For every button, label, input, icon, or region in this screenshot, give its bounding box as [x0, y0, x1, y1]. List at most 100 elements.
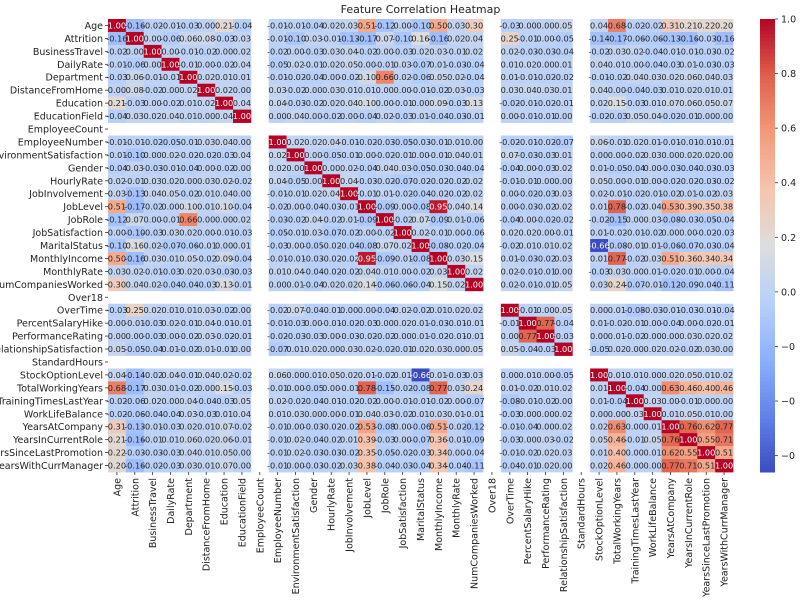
heatmap-cell: [411, 174, 430, 188]
heatmap-cell: [322, 213, 341, 227]
cell-annotation: 0.20: [108, 461, 126, 471]
heatmap-cell: [429, 187, 448, 201]
heatmap-cell: [358, 420, 377, 434]
heatmap-cell: [215, 446, 234, 460]
cell-annotation: 0.30: [108, 279, 126, 289]
cell-annotation: 0.00: [108, 228, 126, 238]
heatmap-cell: [393, 70, 412, 85]
cell-annotation: -0.08: [660, 215, 681, 225]
heatmap-cell: [375, 109, 395, 123]
cell-annotation: 0.01: [554, 59, 572, 69]
cell-annotation: 0.01: [161, 305, 179, 315]
cell-annotation: -0.03: [553, 331, 574, 341]
heatmap-cell: [286, 368, 305, 382]
cell-annotation: -0.14: [124, 370, 145, 380]
heatmap-cell: [465, 161, 484, 175]
heatmap-cell: [554, 381, 573, 395]
cell-annotation: 0.00: [161, 46, 179, 56]
cell-annotation: -0.06: [642, 33, 663, 43]
cell-annotation: -0.06: [410, 72, 431, 82]
heatmap-cell: [590, 420, 609, 434]
cell-annotation: 0.02: [608, 344, 626, 354]
cell-annotation: -0.02: [428, 85, 449, 95]
cell-annotation: -0.01: [553, 228, 574, 238]
cell-annotation: -0.09: [463, 435, 484, 445]
heatmap-cell: [143, 446, 162, 460]
cell-annotation: -0.02: [356, 137, 377, 147]
heatmap-cell: [447, 83, 466, 98]
cell-annotation: -0.02: [321, 111, 342, 121]
heatmap-cell: [322, 83, 341, 98]
heatmap-cell: [536, 109, 555, 123]
cell-annotation: 0.01: [179, 305, 197, 315]
cell-annotation: 0.00: [394, 422, 412, 432]
heatmap-cell: [643, 44, 662, 59]
cell-annotation: 0.95: [358, 253, 376, 263]
heatmap-cell: [393, 368, 412, 382]
cell-annotation: -0.01: [428, 228, 449, 238]
cell-annotation: -0.11: [463, 461, 484, 471]
cell-annotation: 0.25: [501, 33, 519, 43]
heatmap-cell: [322, 31, 341, 46]
heatmap-cell: [375, 381, 395, 395]
heatmap-cell: [286, 109, 305, 123]
colorbar-segment: [760, 370, 775, 375]
heatmap-cell: [590, 407, 609, 421]
cell-annotation: -0.03: [446, 98, 467, 108]
x-tick-label: MaritalStatus: [416, 478, 427, 541]
cell-annotation: -0.13: [124, 422, 145, 432]
cell-annotation: -0.01: [713, 137, 734, 147]
cell-annotation: -0.01: [231, 318, 252, 328]
colorbar-segment: [760, 120, 775, 126]
y-tick-label: YearsInCurrentRole: [12, 435, 103, 446]
cell-annotation: 0.00: [608, 176, 626, 186]
heatmap-cell: [554, 148, 573, 162]
heatmap-cell: [268, 200, 287, 214]
colorbar-segment: [760, 124, 775, 129]
heatmap-cell: [268, 19, 287, 33]
heatmap-cell: [500, 381, 520, 395]
colorbar-segment: [760, 230, 775, 235]
cell-annotation: -0.02: [517, 189, 538, 199]
colorbar-segment: [760, 136, 775, 141]
heatmap-cell: [108, 44, 127, 59]
heatmap-cell: [233, 381, 252, 395]
cell-annotation: -0.03: [517, 253, 538, 263]
cell-annotation: 0.38: [358, 461, 376, 471]
heatmap-cell: [554, 420, 573, 434]
cell-annotation: 0.00: [286, 370, 304, 380]
cell-annotation: -0.07: [678, 241, 699, 251]
cell-annotation: 0.01: [608, 370, 626, 380]
cell-annotation: -0.04: [713, 266, 734, 276]
cell-annotation: 0.03: [429, 409, 447, 419]
cell-annotation: -0.02: [713, 46, 734, 56]
colorbar-segment: [760, 185, 775, 190]
cell-annotation: -0.01: [410, 396, 431, 406]
cell-annotation: 0.00: [536, 228, 554, 238]
cell-annotation: 0.00: [376, 318, 394, 328]
heatmap-cell: [375, 264, 395, 279]
cell-annotation: 0.00: [215, 46, 233, 56]
heatmap-cell: [340, 213, 359, 227]
heatmap-cell: [465, 407, 484, 421]
cell-annotation: -0.01: [463, 111, 484, 121]
heatmap-cell: [697, 368, 716, 382]
cell-annotation: -0.06: [178, 241, 199, 251]
heatmap-cell: [536, 446, 555, 460]
cell-annotation: 0.07: [215, 422, 233, 432]
heatmap-cell: [661, 213, 680, 227]
cell-annotation: -0.01: [392, 98, 413, 108]
heatmap-cell: [643, 161, 662, 175]
cell-annotation: -0.13: [124, 189, 145, 199]
heatmap-cell: [625, 277, 645, 292]
heatmap-cell: [500, 394, 520, 408]
cell-annotation: 0.02: [233, 215, 251, 225]
heatmap-cell: [286, 148, 305, 162]
heatmap-cell: [233, 19, 252, 33]
heatmap-cell: [286, 342, 305, 356]
cell-annotation: 0.00: [304, 150, 322, 160]
cell-annotation: 0.40: [608, 448, 626, 458]
cell-annotation: -0.02: [446, 422, 467, 432]
heatmap-cell: [429, 316, 448, 331]
cell-annotation: 0.01: [447, 215, 465, 225]
